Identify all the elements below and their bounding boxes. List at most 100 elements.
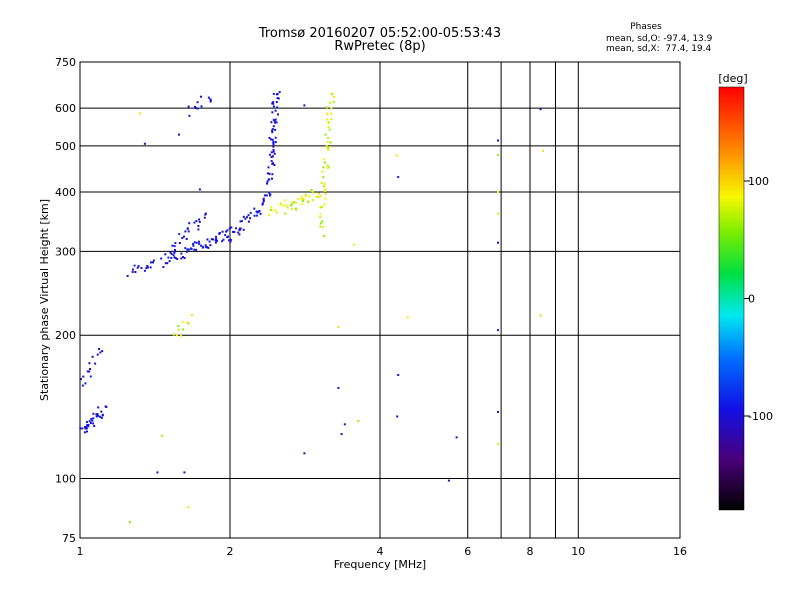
data-point <box>180 252 183 255</box>
data-point <box>167 256 170 259</box>
data-point <box>272 125 275 128</box>
data-point <box>187 105 190 108</box>
data-point <box>244 217 247 220</box>
data-point <box>322 185 325 188</box>
data-point <box>96 353 99 356</box>
data-point <box>98 348 100 350</box>
data-point <box>270 121 273 124</box>
data-point <box>102 413 104 416</box>
data-point <box>282 204 285 207</box>
data-point <box>324 188 327 191</box>
colorbar-ticks: 100 0 -100 <box>744 175 773 423</box>
data-point <box>294 207 297 210</box>
data-point <box>539 314 542 317</box>
data-point <box>239 227 242 230</box>
data-point <box>84 382 87 385</box>
data-point <box>83 431 86 434</box>
data-point <box>261 202 264 205</box>
data-point <box>269 193 272 196</box>
data-point <box>317 195 320 198</box>
data-point <box>276 93 279 96</box>
data-point <box>303 452 306 455</box>
data-point <box>302 198 305 200</box>
data-point <box>177 328 180 331</box>
data-point <box>327 141 329 144</box>
data-point <box>196 107 199 110</box>
data-point <box>134 271 137 273</box>
data-point <box>88 362 91 365</box>
data-point <box>322 226 324 228</box>
data-point <box>209 100 212 103</box>
data-point <box>357 420 360 423</box>
data-point <box>183 471 186 474</box>
data-point <box>140 267 143 269</box>
data-point <box>323 203 326 206</box>
data-point <box>209 98 212 101</box>
data-point <box>193 248 196 251</box>
data-point <box>266 172 269 175</box>
data-point <box>327 136 330 139</box>
data-point <box>343 423 346 426</box>
data-point <box>87 423 90 426</box>
data-point <box>242 215 245 218</box>
data-point <box>332 101 335 103</box>
data-point <box>182 256 184 258</box>
data-point <box>272 162 275 165</box>
data-point <box>93 425 96 427</box>
data-point <box>137 265 140 268</box>
data-point <box>290 203 293 206</box>
data-point <box>279 203 282 206</box>
colorbar-tick-label: -100 <box>748 410 773 423</box>
data-point <box>178 233 181 236</box>
data-point <box>203 216 206 219</box>
data-point <box>198 188 201 191</box>
data-point <box>81 384 84 387</box>
data-point <box>271 138 274 141</box>
data-point <box>89 421 92 424</box>
data-point <box>85 427 88 430</box>
data-point <box>156 471 159 474</box>
data-point <box>198 240 200 243</box>
data-point <box>178 133 180 136</box>
data-point <box>300 197 303 200</box>
data-point <box>196 101 199 104</box>
x-axis-label: Frequency [MHz] <box>334 558 426 571</box>
data-point <box>301 203 304 206</box>
data-point <box>272 92 275 95</box>
data-point <box>186 227 189 230</box>
data-point <box>310 188 313 191</box>
colorbar <box>718 86 745 511</box>
data-point <box>169 251 172 254</box>
data-point <box>274 136 277 139</box>
data-point <box>80 378 82 381</box>
data-point <box>172 254 175 257</box>
data-point <box>131 270 134 273</box>
data-point <box>319 225 322 228</box>
data-point <box>262 200 265 203</box>
data-point <box>253 214 256 217</box>
colorbar-tick-label: 100 <box>748 175 769 188</box>
data-point <box>285 204 287 207</box>
data-point <box>216 239 218 242</box>
data-point <box>395 154 398 157</box>
data-point <box>222 238 225 241</box>
data-point <box>145 267 148 270</box>
data-point <box>255 214 258 217</box>
data-point <box>184 230 187 233</box>
data-point <box>539 108 542 111</box>
y-tick-label: 300 <box>55 245 76 258</box>
data-point <box>233 231 236 233</box>
data-point <box>262 198 265 201</box>
data-point <box>228 227 231 230</box>
data-point <box>146 266 149 269</box>
data-point <box>89 375 92 378</box>
data-point <box>92 422 95 425</box>
data-point <box>99 415 102 418</box>
data-point <box>90 418 93 420</box>
data-point <box>207 246 210 249</box>
data-point <box>175 334 178 337</box>
data-point <box>88 370 91 373</box>
data-point <box>275 211 278 214</box>
phases-o-stats: mean, sd,O: -97.4, 13.9 <box>606 34 713 44</box>
y-tick-label: 75 <box>62 532 76 545</box>
